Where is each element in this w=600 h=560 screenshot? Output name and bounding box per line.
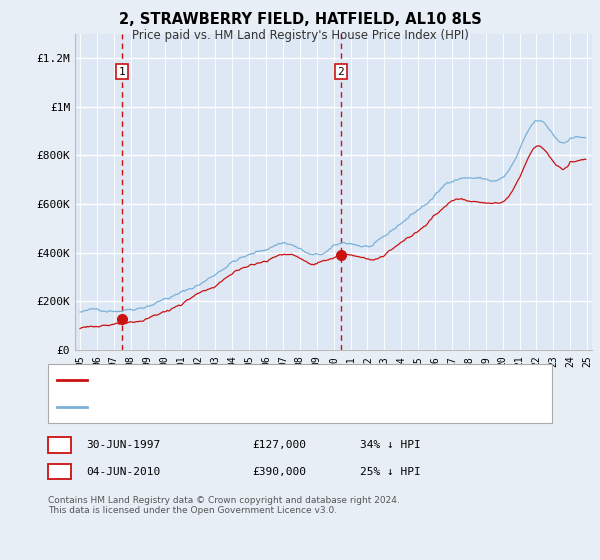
Text: Contains HM Land Registry data © Crown copyright and database right 2024.
This d: Contains HM Land Registry data © Crown c… [48, 496, 400, 515]
Text: 1: 1 [119, 67, 126, 77]
Text: £127,000: £127,000 [252, 440, 306, 450]
Text: 2, STRAWBERRY FIELD, HATFIELD, AL10 8LS: 2, STRAWBERRY FIELD, HATFIELD, AL10 8LS [119, 12, 481, 27]
Text: 2, STRAWBERRY FIELD, HATFIELD, AL10 8LS (detached house): 2, STRAWBERRY FIELD, HATFIELD, AL10 8LS … [93, 375, 431, 385]
Text: 1: 1 [56, 438, 63, 452]
Text: 2: 2 [337, 67, 344, 77]
Text: Price paid vs. HM Land Registry's House Price Index (HPI): Price paid vs. HM Land Registry's House … [131, 29, 469, 42]
Text: 04-JUN-2010: 04-JUN-2010 [86, 466, 160, 477]
Text: £390,000: £390,000 [252, 466, 306, 477]
Text: 34% ↓ HPI: 34% ↓ HPI [360, 440, 421, 450]
Text: HPI: Average price, detached house, Welwyn Hatfield: HPI: Average price, detached house, Welw… [93, 402, 384, 412]
Text: 25% ↓ HPI: 25% ↓ HPI [360, 466, 421, 477]
Text: 2: 2 [56, 465, 63, 478]
Text: 30-JUN-1997: 30-JUN-1997 [86, 440, 160, 450]
